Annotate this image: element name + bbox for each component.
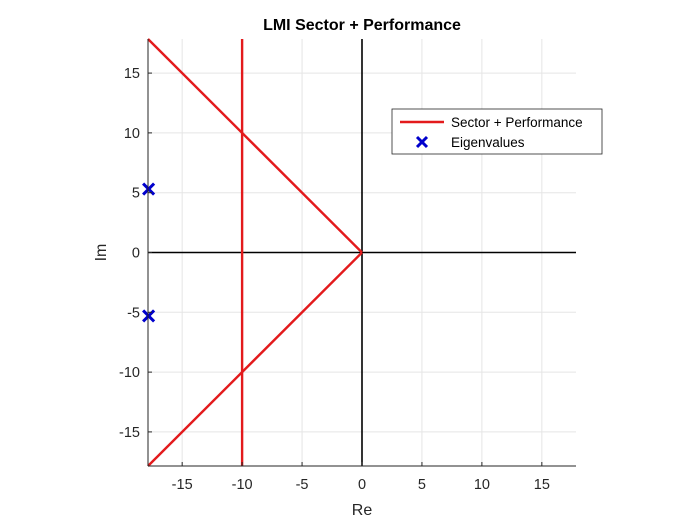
y-axis-label: Im xyxy=(93,244,110,262)
eigenvalue-marker-1 xyxy=(142,182,156,196)
x-axis-label: Re xyxy=(352,502,373,519)
series-layer xyxy=(142,38,363,467)
legend-label-sector: Sector + Performance xyxy=(451,115,583,130)
eigenvalue-cross-stroke xyxy=(142,182,156,196)
eigenvalue-cross-stroke xyxy=(142,309,156,323)
legend-label-eigenvalues: Eigenvalues xyxy=(451,135,525,150)
y-tick-label: 5 xyxy=(132,186,140,202)
legend: Sector + Performance Eigenvalues xyxy=(391,108,603,155)
x-tick-label: 10 xyxy=(474,477,490,493)
x-tick-label: 15 xyxy=(534,477,550,493)
legend-swatch-cross xyxy=(415,135,429,149)
y-tick-label: -15 xyxy=(119,425,140,441)
sector-boundary-lower xyxy=(147,251,363,467)
x-tick-label: -10 xyxy=(232,477,253,493)
eigenvalue-marker-2 xyxy=(142,309,156,323)
y-tick-label: 0 xyxy=(132,246,140,262)
chart-title: LMI Sector + Performance xyxy=(263,17,461,34)
y-tick-label: 15 xyxy=(124,66,140,82)
sector-boundary-upper xyxy=(147,38,363,254)
x-tick-label: -15 xyxy=(172,477,193,493)
y-tick-label: -5 xyxy=(127,305,140,321)
y-tick-label: 10 xyxy=(124,126,140,142)
tick-layer: -15 -10 -5 0 5 10 15 -15 -10 -5 0 5 10 15 xyxy=(119,39,576,493)
legend-box xyxy=(391,108,603,155)
x-tick-label: -5 xyxy=(296,477,309,493)
x-tick-label: 0 xyxy=(358,477,366,493)
legend-cross-stroke xyxy=(415,135,429,149)
y-tick-label: -10 xyxy=(119,365,140,381)
x-tick-label: 5 xyxy=(418,477,426,493)
